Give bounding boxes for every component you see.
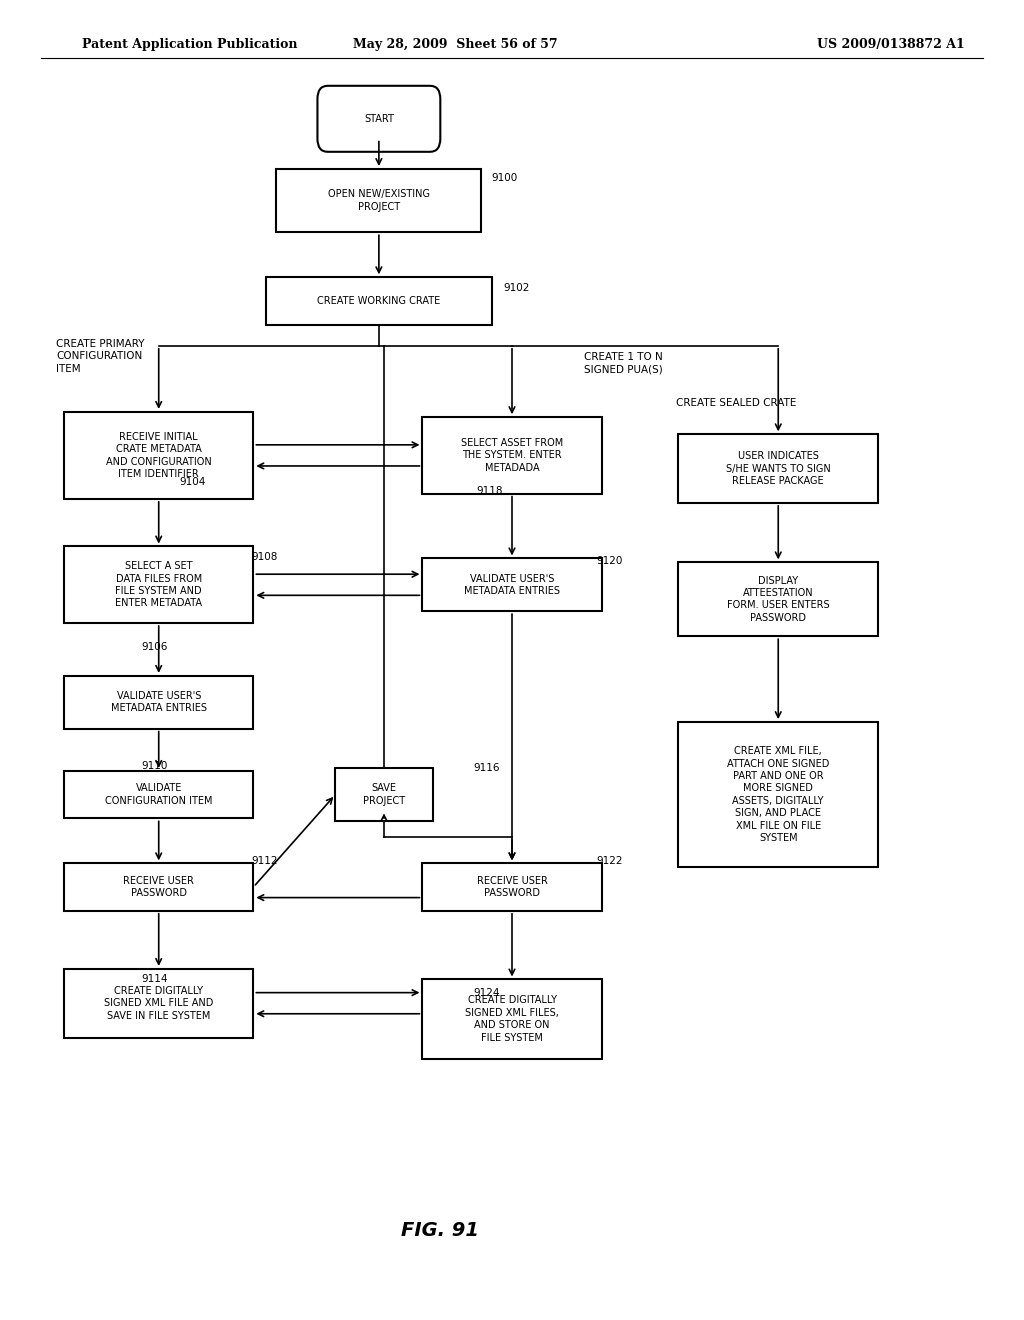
Text: 9100: 9100 <box>492 173 518 183</box>
Text: VALIDATE
CONFIGURATION ITEM: VALIDATE CONFIGURATION ITEM <box>105 784 212 805</box>
Text: SELECT ASSET FROM
THE SYSTEM. ENTER
METADADA: SELECT ASSET FROM THE SYSTEM. ENTER META… <box>461 438 563 473</box>
Text: 9106: 9106 <box>141 642 168 652</box>
Text: CREATE WORKING CRATE: CREATE WORKING CRATE <box>317 296 440 306</box>
Bar <box>678 434 878 503</box>
Bar <box>422 417 601 494</box>
Text: Patent Application Publication: Patent Application Publication <box>82 38 297 51</box>
Text: VALIDATE USER'S
METADATA ENTRIES: VALIDATE USER'S METADATA ENTRIES <box>111 692 207 713</box>
Text: 9110: 9110 <box>141 760 168 771</box>
Text: 9108: 9108 <box>251 552 278 562</box>
Text: 9112: 9112 <box>251 855 278 866</box>
Text: CREATE PRIMARY
CONFIGURATION
ITEM: CREATE PRIMARY CONFIGURATION ITEM <box>56 339 144 374</box>
Bar <box>276 169 481 232</box>
Bar <box>63 546 254 623</box>
Bar <box>422 979 601 1059</box>
Bar <box>63 969 254 1038</box>
Text: OPEN NEW/EXISTING
PROJECT: OPEN NEW/EXISTING PROJECT <box>328 190 430 211</box>
Text: 9116: 9116 <box>473 763 500 774</box>
Bar <box>63 676 254 729</box>
Text: 9120: 9120 <box>596 556 623 566</box>
Text: 9102: 9102 <box>504 282 530 293</box>
Text: CREATE DIGITALLY
SIGNED XML FILE AND
SAVE IN FILE SYSTEM: CREATE DIGITALLY SIGNED XML FILE AND SAV… <box>104 986 213 1020</box>
Text: CREATE 1 TO N
SIGNED PUA(S): CREATE 1 TO N SIGNED PUA(S) <box>584 352 663 374</box>
Bar <box>678 562 878 636</box>
Bar <box>336 768 432 821</box>
Bar <box>63 412 254 499</box>
Text: VALIDATE USER'S
METADATA ENTRIES: VALIDATE USER'S METADATA ENTRIES <box>464 574 560 595</box>
Bar <box>63 771 254 818</box>
Text: CREATE DIGITALLY
SIGNED XML FILES,
AND STORE ON
FILE SYSTEM: CREATE DIGITALLY SIGNED XML FILES, AND S… <box>465 995 559 1043</box>
Text: RECEIVE USER
PASSWORD: RECEIVE USER PASSWORD <box>476 876 548 898</box>
Text: 9122: 9122 <box>596 855 623 866</box>
Bar <box>266 277 492 325</box>
Text: RECEIVE INITIAL
CRATE METADATA
AND CONFIGURATION
ITEM IDENTIFIER: RECEIVE INITIAL CRATE METADATA AND CONFI… <box>105 432 212 479</box>
Text: May 28, 2009  Sheet 56 of 57: May 28, 2009 Sheet 56 of 57 <box>353 38 558 51</box>
Bar <box>422 558 601 611</box>
Bar <box>63 863 254 911</box>
Text: 9124: 9124 <box>473 987 500 998</box>
Text: DISPLAY
ATTEESTATION
FORM. USER ENTERS
PASSWORD: DISPLAY ATTEESTATION FORM. USER ENTERS P… <box>727 576 829 623</box>
Text: SAVE
PROJECT: SAVE PROJECT <box>362 784 406 805</box>
FancyBboxPatch shape <box>317 86 440 152</box>
Text: 9114: 9114 <box>141 974 168 985</box>
Text: RECEIVE USER
PASSWORD: RECEIVE USER PASSWORD <box>123 876 195 898</box>
Text: START: START <box>364 114 394 124</box>
Bar <box>678 722 878 867</box>
Text: USER INDICATES
S/HE WANTS TO SIGN
RELEASE PACKAGE: USER INDICATES S/HE WANTS TO SIGN RELEAS… <box>726 451 830 486</box>
Text: 9104: 9104 <box>179 477 206 487</box>
Text: 9118: 9118 <box>476 486 503 496</box>
Text: CREATE SEALED CRATE: CREATE SEALED CRATE <box>676 397 797 408</box>
Text: FIG. 91: FIG. 91 <box>401 1221 479 1239</box>
Text: SELECT A SET
DATA FILES FROM
FILE SYSTEM AND
ENTER METADATA: SELECT A SET DATA FILES FROM FILE SYSTEM… <box>116 561 202 609</box>
Text: US 2009/0138872 A1: US 2009/0138872 A1 <box>817 38 965 51</box>
Bar <box>422 863 601 911</box>
Text: CREATE XML FILE,
ATTACH ONE SIGNED
PART AND ONE OR
MORE SIGNED
ASSETS, DIGITALLY: CREATE XML FILE, ATTACH ONE SIGNED PART … <box>727 746 829 843</box>
